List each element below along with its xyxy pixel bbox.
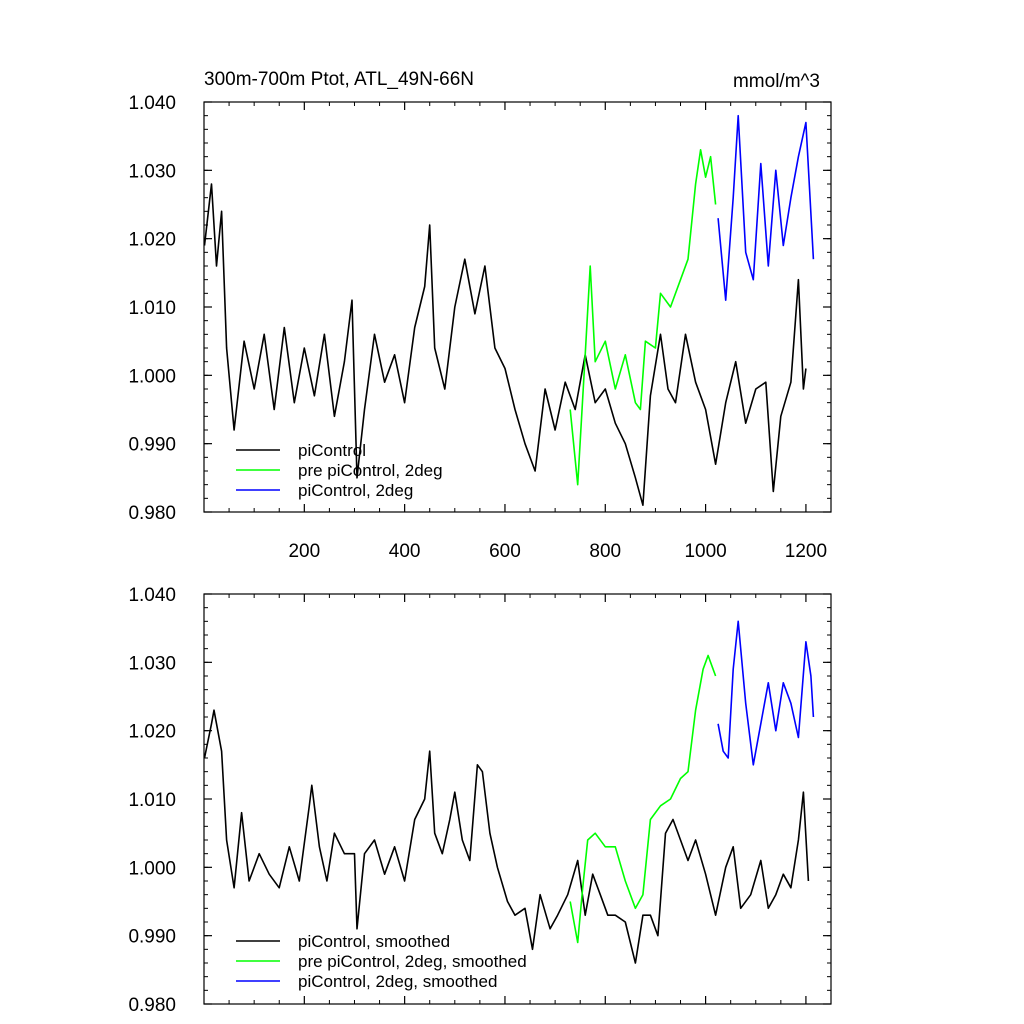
y-tick-label: 0.980 xyxy=(128,503,176,524)
series-lines xyxy=(203,114,815,507)
legend-label: piControl, 2deg, smoothed xyxy=(298,972,497,991)
legend-label: piControl xyxy=(298,441,366,460)
y-tick-label: 1.000 xyxy=(128,858,176,879)
x-tick-label: 600 xyxy=(489,541,521,562)
top-panel: 300m-700m Ptot, ATL_49N-66N mmol/m^3 0.9… xyxy=(128,69,832,562)
legend-label: piControl, smoothed xyxy=(298,932,450,951)
legend-label: piControl, 2deg xyxy=(298,481,413,500)
series-line xyxy=(203,183,807,507)
x-tick-label: 1200 xyxy=(785,541,827,562)
x-tick-label: 1000 xyxy=(684,541,726,562)
y-tick-label: 1.010 xyxy=(128,298,176,319)
y-tick-label: 1.030 xyxy=(128,161,176,182)
y-tick-label: 0.980 xyxy=(128,995,176,1016)
series-line xyxy=(717,620,815,766)
series-line xyxy=(569,654,717,944)
y-tick-label: 1.040 xyxy=(128,93,176,114)
y-tick-label: 1.020 xyxy=(128,230,176,251)
y-tick-label: 1.020 xyxy=(128,722,176,743)
series-line xyxy=(203,709,810,964)
axis-ticks: 0.980 0.990 1.000 1.010 1.020 1.030 1.040 200 40… xyxy=(128,93,831,562)
series-line xyxy=(717,114,815,302)
y-tick-label: 0.990 xyxy=(128,435,176,456)
units-label: mmol/m^3 xyxy=(733,71,820,92)
series-lines xyxy=(203,620,815,964)
x-tick-label: 200 xyxy=(288,541,320,562)
y-tick-label: 1.000 xyxy=(128,366,176,387)
axis-ticks: 0.980 0.990 1.000 1.010 1.020 1.030 1.040 xyxy=(128,585,831,1016)
y-tick-label: 1.040 xyxy=(128,585,176,606)
y-tick-label: 0.990 xyxy=(128,927,176,948)
legend-label: pre piControl, 2deg, smoothed xyxy=(298,952,527,971)
x-tick-label: 400 xyxy=(389,541,421,562)
y-tick-label: 1.030 xyxy=(128,653,176,674)
legend-label: pre piControl, 2deg xyxy=(298,461,443,480)
series-line xyxy=(569,149,717,486)
x-tick-label: 800 xyxy=(589,541,621,562)
y-tick-label: 1.010 xyxy=(128,790,176,811)
bottom-panel: 0.980 0.990 1.000 1.010 1.020 1.030 1.040 piCo… xyxy=(128,585,832,1016)
chart-title: 300m-700m Ptot, ATL_49N-66N xyxy=(204,69,474,90)
